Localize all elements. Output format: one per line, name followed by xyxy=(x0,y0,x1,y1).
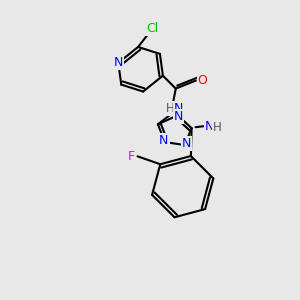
Text: N: N xyxy=(159,134,169,147)
Text: N: N xyxy=(174,102,183,115)
Text: N: N xyxy=(182,136,191,150)
Text: O: O xyxy=(198,74,207,87)
Text: N: N xyxy=(114,56,123,69)
Text: H: H xyxy=(165,102,174,115)
Text: N: N xyxy=(174,110,183,123)
Text: H: H xyxy=(213,121,222,134)
Text: Cl: Cl xyxy=(146,22,158,34)
Text: F: F xyxy=(128,150,135,163)
Text: N: N xyxy=(205,120,214,133)
